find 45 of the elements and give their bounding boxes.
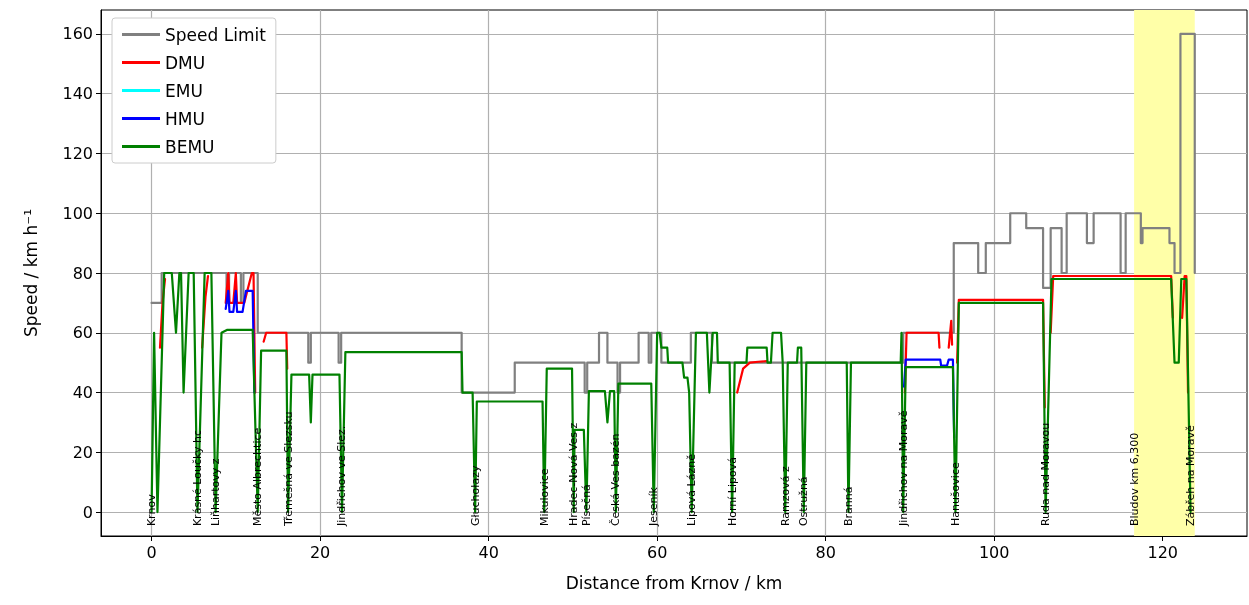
annotation: Liňhartovy z bbox=[209, 458, 223, 527]
annotation: Jindřichov ve Slez. bbox=[335, 425, 349, 528]
y-tick-label: 60 bbox=[72, 323, 93, 343]
x-tick-label: 60 bbox=[646, 542, 668, 562]
annotation: Město Albrechtice bbox=[251, 427, 265, 527]
annotation: Krnov bbox=[145, 493, 159, 527]
annotation: Lipová Lázně bbox=[685, 453, 699, 527]
y-tick-label: 20 bbox=[72, 442, 93, 462]
legend-label: EMU bbox=[165, 80, 203, 101]
annotation: Hanušovice bbox=[948, 462, 962, 527]
legend-label: Speed Limit bbox=[165, 24, 267, 45]
legend-label: DMU bbox=[165, 52, 206, 73]
x-tick-label: 120 bbox=[1147, 542, 1179, 562]
annotation: Česká Ves bazén bbox=[609, 433, 623, 527]
y-tick-label: 160 bbox=[62, 24, 93, 44]
x-tick-label: 80 bbox=[815, 542, 836, 562]
x-tick-label: 100 bbox=[978, 542, 1010, 562]
annotation: Horní Lipová bbox=[725, 457, 739, 527]
y-tick-label: 40 bbox=[72, 383, 93, 403]
annotation: Zábřeh na Moravě bbox=[1184, 425, 1198, 527]
x-tick-label: 40 bbox=[478, 542, 499, 562]
annotation: Głuchołazy bbox=[468, 465, 482, 527]
annotation: Jeseník bbox=[647, 486, 661, 528]
y-tick-label: 140 bbox=[62, 84, 93, 104]
annotation: Krásné Loučky hc bbox=[190, 429, 204, 527]
annotation: Bludov km 6,300 bbox=[1127, 432, 1141, 527]
legend-label: HMU bbox=[165, 108, 205, 129]
y-axis-title: Speed / km h⁻¹ bbox=[20, 208, 41, 338]
y-tick-label: 0 bbox=[82, 502, 93, 522]
annotation: Jindřichov na Moravě bbox=[896, 410, 910, 528]
y-tick-label: 100 bbox=[62, 203, 93, 223]
annotation: Písečná bbox=[579, 484, 593, 527]
x-tick-label: 20 bbox=[309, 542, 331, 562]
annotation: Ramzová z bbox=[778, 465, 792, 527]
annotation: Třemešná ve Slezsku bbox=[281, 411, 295, 528]
annotation: Branná bbox=[841, 486, 855, 527]
y-tick-label: 120 bbox=[62, 143, 93, 163]
x-axis-title: Distance from Krnov / km bbox=[565, 572, 783, 593]
y-tick-label: 80 bbox=[72, 263, 93, 283]
annotation: Ruda nad Moravou bbox=[1039, 422, 1053, 527]
x-tick-label: 0 bbox=[146, 542, 157, 562]
annotation: Mikulovice bbox=[537, 468, 551, 527]
annotation: Hradec-Nová Ves z bbox=[567, 422, 581, 527]
annotation: Ostružná bbox=[797, 476, 811, 527]
legend-label: BEMU bbox=[165, 136, 215, 157]
